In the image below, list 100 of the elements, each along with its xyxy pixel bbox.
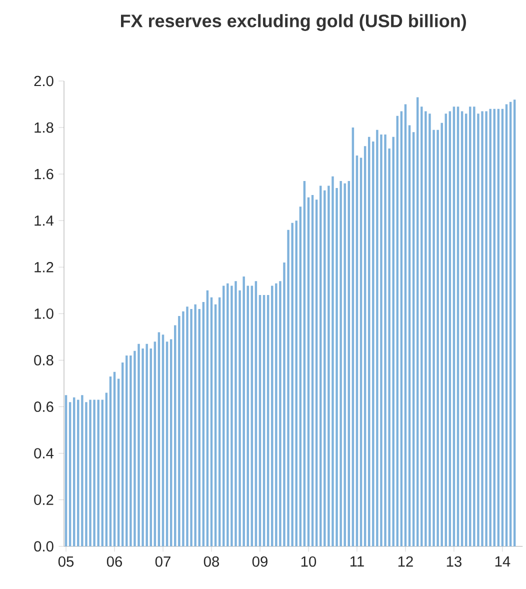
bar — [299, 206, 302, 546]
bar — [452, 106, 456, 546]
bar — [222, 286, 225, 546]
x-tick-label: 08 — [204, 556, 220, 567]
y-tick-label: 1.2 — [34, 262, 54, 272]
bar — [178, 316, 180, 546]
bar — [400, 111, 403, 546]
bar — [146, 344, 148, 546]
y-tick-label: 0.8 — [34, 355, 54, 366]
bar — [68, 402, 72, 546]
bar — [493, 108, 496, 546]
y-tick-label: 0.2 — [34, 494, 54, 505]
y-tick-label: 2.0 — [34, 76, 54, 86]
bar — [170, 339, 172, 546]
y-tick-label: 1.4 — [34, 216, 54, 226]
bar — [242, 276, 245, 546]
x-tick-label: 09 — [252, 556, 268, 567]
bar — [113, 372, 116, 546]
bar — [121, 362, 124, 546]
bar — [368, 136, 370, 546]
bar — [210, 297, 213, 546]
bar — [315, 200, 318, 546]
bar — [234, 281, 237, 546]
bar — [364, 146, 366, 546]
bar — [218, 297, 221, 546]
y-tick-label: 1.0 — [34, 308, 54, 319]
bar — [250, 286, 254, 546]
bar — [448, 111, 452, 546]
bar — [428, 114, 431, 546]
bar — [303, 181, 306, 546]
bar — [320, 186, 322, 546]
bar — [489, 108, 492, 546]
bar — [348, 181, 350, 546]
bar — [258, 295, 262, 546]
bar — [150, 348, 152, 546]
bar — [469, 106, 472, 546]
y-tick-label: 1.6 — [34, 168, 54, 180]
bar — [275, 283, 278, 546]
bar — [166, 342, 168, 546]
bar — [202, 302, 205, 546]
y-tick-label: 0.4 — [34, 448, 54, 458]
y-tick-label: 0.0 — [34, 541, 54, 552]
x-tick-label: 11 — [350, 556, 364, 566]
bar — [186, 306, 188, 546]
bar — [481, 111, 484, 546]
bar — [226, 283, 229, 546]
bar — [376, 130, 378, 546]
bar — [162, 334, 164, 546]
bar — [360, 158, 362, 546]
x-tick-label: 12 — [398, 556, 413, 567]
bar — [356, 155, 358, 546]
bar — [126, 356, 128, 546]
x-tick-label: 14 — [495, 556, 510, 566]
bar — [198, 309, 200, 546]
bar — [408, 125, 411, 546]
bar — [485, 111, 488, 546]
x-tick-label: 07 — [155, 556, 170, 567]
bar — [513, 100, 516, 546]
bar — [254, 281, 258, 546]
bar — [440, 122, 443, 546]
y-tick-label: 1.8 — [34, 122, 54, 133]
bar — [501, 108, 504, 546]
bar — [332, 176, 334, 546]
bar — [396, 116, 399, 546]
bar — [404, 104, 407, 546]
bar — [464, 114, 468, 546]
bar — [420, 106, 423, 546]
bar — [214, 304, 217, 546]
bar — [295, 220, 298, 546]
bar — [473, 106, 476, 546]
bar — [307, 197, 310, 546]
bar — [97, 400, 100, 546]
bar — [344, 183, 346, 546]
bar — [456, 106, 460, 546]
bar — [352, 128, 354, 546]
bar — [117, 378, 120, 546]
bar — [72, 397, 76, 546]
bar — [266, 295, 270, 546]
bar — [291, 222, 294, 546]
bar — [311, 195, 314, 546]
bar — [101, 400, 104, 546]
x-tick-label: 13 — [446, 556, 462, 567]
bar — [262, 295, 266, 546]
chart-title: FX reserves excluding gold (USD billion) — [121, 14, 466, 31]
bar — [154, 342, 156, 546]
bar — [340, 181, 342, 546]
bar — [412, 132, 415, 546]
bar — [89, 400, 92, 546]
bar — [509, 102, 512, 546]
y-tick-label: 0.6 — [34, 402, 54, 412]
bar — [174, 325, 176, 546]
bar — [81, 395, 84, 546]
bar — [109, 376, 112, 546]
bar — [497, 108, 500, 546]
x-tick-label: 10 — [301, 556, 316, 567]
bar — [505, 104, 508, 546]
bar — [105, 392, 108, 546]
bar — [246, 286, 249, 546]
x-tick-label: 06 — [106, 556, 122, 567]
bar — [138, 344, 140, 546]
